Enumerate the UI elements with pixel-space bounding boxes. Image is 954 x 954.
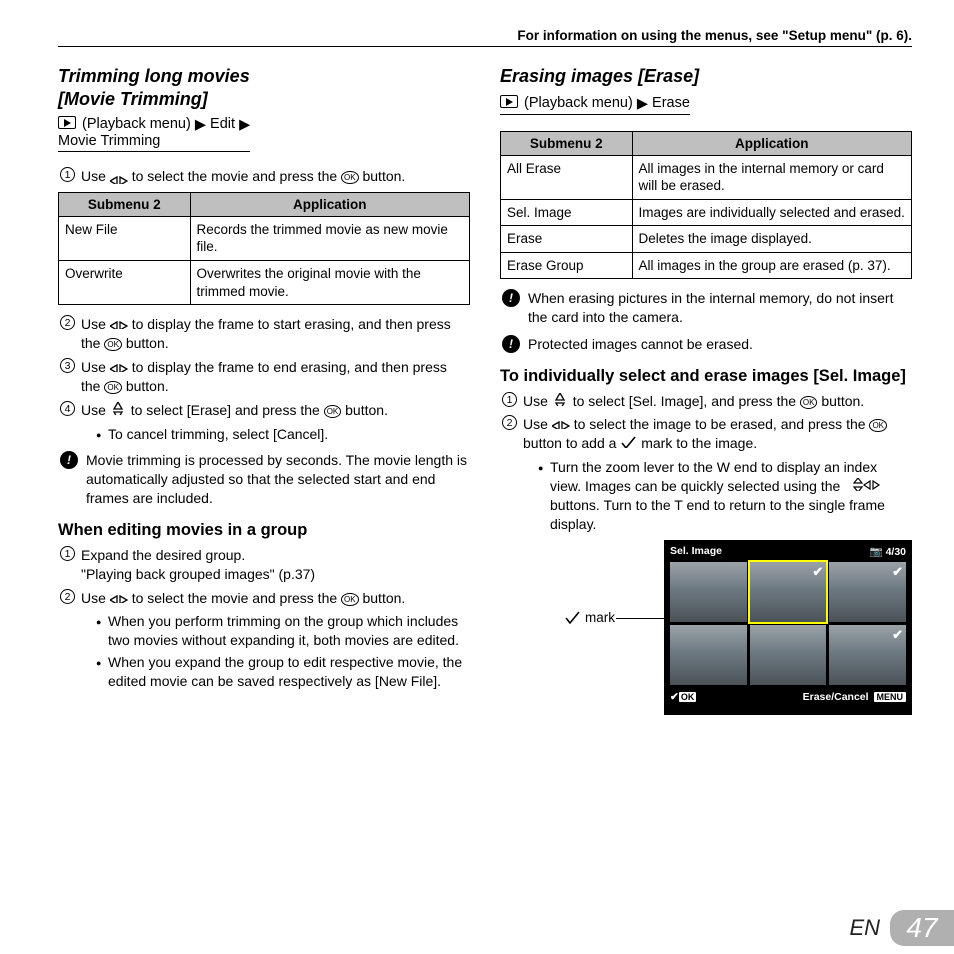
group-step-1: 1 Expand the desired group."Playing back… [60,546,470,584]
cancel-note: To cancel trimming, select [Cancel]. [96,425,470,444]
subhead-editing-group: When editing movies in a group [58,520,470,541]
step-1: 1 Use to select the movie and press the … [60,167,470,186]
lang-label: EN [849,915,880,941]
header-reference: For information on using the menus, see … [58,28,912,47]
subhead-sel-image: To individually select and erase images … [500,366,912,387]
thumbnail[interactable]: ✔ [829,562,906,622]
playback-icon [58,116,76,129]
thumbnail[interactable]: ✔ [750,562,827,622]
playback-icon [500,95,518,108]
step-3: 3 Use to display the frame to end erasin… [60,358,470,396]
left-right-arrows-icon [110,171,128,184]
ok-button-icon: OK [104,381,122,394]
group-bullet-2: When you expand the group to edit respec… [96,653,470,691]
alert-icon: ! [60,451,78,469]
section-title-erase: Erasing images [Erase] [500,65,912,88]
thumbnail[interactable] [750,625,827,685]
sel-step-1: 1 Use to select [Sel. Image], and press … [502,392,912,411]
screen-erase-cancel: Erase/Cancel MENU [803,691,906,703]
th-application: Application [190,192,469,216]
td-newfile: New File [59,216,191,260]
trimming-table: Submenu 2Application New FileRecords the… [58,192,470,305]
step-2: 2 Use to display the frame to start eras… [60,315,470,353]
note-protected: ! Protected images cannot be erased. [502,335,912,354]
td-overwrite: Overwrite [59,260,191,304]
group-step-2: 2 Use to select the movie and press the … [60,589,470,608]
step-num-1: 1 [60,167,75,182]
note-trimming-seconds: ! Movie trimming is processed by seconds… [60,451,470,508]
alert-icon: ! [502,335,520,353]
section-title-trimming: Trimming long movies [Movie Trimming] [58,65,470,110]
ok-button-icon: OK [341,171,359,184]
camera-screen-sel-image: mark Sel. Image 📷 4/30 ✔ ✔ ✔ ✔OK [664,540,912,715]
ok-button-icon: OK [324,405,342,418]
ok-button-icon: OK [800,396,818,409]
up-down-arrows-icon [110,402,127,415]
all-arrows-icon [844,478,881,491]
thumbnail[interactable] [670,625,747,685]
check-icon: ✔ [892,564,903,580]
group-bullet-1: When you perform trimming on the group w… [96,612,470,650]
up-down-arrows-icon [552,393,569,406]
left-right-arrows-icon [110,316,128,329]
step-4: 4 Use to select [Erase] and press the OK… [60,401,470,420]
mark-label: mark [564,610,615,625]
page-footer: EN 47 [849,910,954,946]
left-right-arrows-icon [110,359,128,372]
breadcrumb-erase: (Playback menu) ▶ Erase [500,95,690,115]
left-right-arrows-icon [552,416,570,429]
ok-button-icon: OK [104,338,122,351]
note-internal-memory: ! When erasing pictures in the internal … [502,289,912,327]
thumbnail[interactable]: ✔ [829,625,906,685]
sel-step-2: 2 Use to select the image to be erased, … [502,415,912,453]
ok-button-icon: OK [869,419,887,432]
right-column: Erasing images [Erase] (Playback menu) ▶… [500,65,912,715]
check-icon [564,610,581,625]
screen-counter: 📷 4/30 [870,545,906,558]
alert-icon: ! [502,289,520,307]
breadcrumb-trimming: (Playback menu) ▶ Edit ▶ Movie Trimming [58,116,250,152]
screen-title: Sel. Image [670,545,722,558]
check-icon: ✔ [892,627,903,643]
th-submenu: Submenu 2 [59,192,191,216]
screen-ok: ✔OK [670,691,696,703]
thumbnail[interactable] [670,562,747,622]
left-column: Trimming long movies [Movie Trimming] (P… [58,65,470,715]
ok-button-icon: OK [341,593,359,606]
erase-table: Submenu 2Application All EraseAll images… [500,131,912,280]
check-icon [620,435,637,448]
sel-bullet-1: Turn the zoom lever to the W end to disp… [538,458,912,534]
page-number: 47 [890,910,954,946]
check-icon: ✔ [812,564,823,580]
left-right-arrows-icon [110,590,128,603]
